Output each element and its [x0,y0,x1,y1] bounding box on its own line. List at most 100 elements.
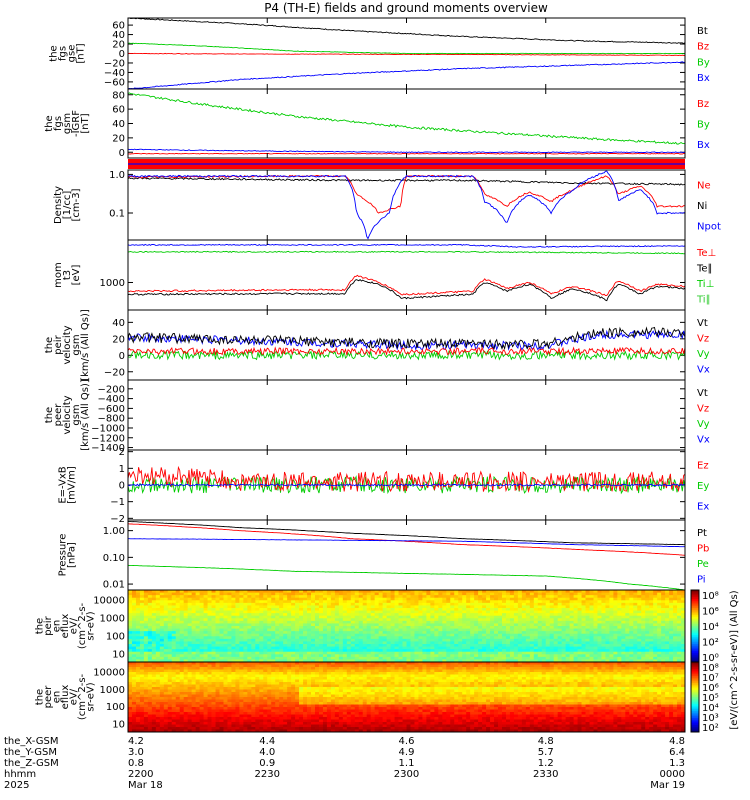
spectrogram-cell [263,628,268,632]
spectrogram-cell [569,620,574,624]
spectrogram-cell [322,636,328,640]
spectrogram-cell [314,602,320,606]
spectrogram-cell [231,689,236,693]
spectrogram-cell [533,633,539,637]
spectrogram-cell [171,682,177,685]
spectrogram-cell [681,638,686,642]
spectrogram-cell [669,615,674,619]
spectrogram-cell [215,602,220,606]
spectrogram-cell [171,592,177,596]
spectrogram-cell [637,618,642,622]
spectrogram-cell [227,672,232,675]
spectrogram-cell [370,615,376,619]
spectrogram-cell [466,602,471,606]
spectrogram-cell [382,608,388,611]
spectrogram-cell [597,628,602,632]
spectrogram-cell [171,687,177,690]
spectrogram-cell [561,631,567,635]
spectrogram-cell [239,649,244,653]
spectrogram-cell [537,608,543,611]
spectrogram-cell [171,602,177,606]
spectrogram-cell [151,692,157,695]
spectrogram-cell [414,636,419,640]
spectrogram-cell [159,712,165,715]
spectrogram-cell [342,633,348,637]
spectrogram-cell [167,707,173,710]
spectrogram-cell [474,638,479,642]
spectrogram-cell [263,623,268,627]
spectrogram-cell [342,595,348,599]
y-tick-label: 0 [119,49,125,60]
spectrogram-cell [458,651,463,655]
spectrogram-cell [601,649,606,653]
spectrogram-cell [159,656,165,660]
spectrogram-cell [346,597,352,601]
spectrogram-cell [661,636,666,640]
spectrogram-cell [211,597,216,601]
panel-frame [127,379,686,451]
spectrogram-cell [155,704,161,708]
spectrogram-cell [677,613,682,617]
spectrogram-cell [263,656,268,660]
spectrogram-cell [128,682,133,685]
spectrogram-cell [402,600,407,604]
spectrogram-cell [207,608,212,611]
spectrogram-cell [589,644,594,647]
spectrogram-cell [151,712,157,715]
spectrogram-cell [299,592,304,596]
spectrogram-cell [565,597,571,601]
spectrogram-cell [247,618,252,622]
spectrogram-cell [259,608,264,611]
spectrogram-cell [410,605,415,609]
spectrogram-cell [231,687,236,690]
spectrogram-cell [677,638,682,642]
spectrogram-cell [191,709,197,713]
spectrogram-cell [318,618,324,622]
spectrogram-cell [139,687,145,690]
spectrogram-cell [255,628,260,632]
spectrogram-cell [422,592,427,596]
spectrogram-cell [541,631,547,635]
spectrogram-cell [414,602,419,606]
spectrogram-cell [131,697,137,700]
series-line [127,475,686,495]
spectrogram-cell [426,626,431,629]
spectrogram-cell [517,654,523,658]
spectrogram-cell [414,628,419,632]
spectrogram-cell [573,636,578,640]
spectrogram-cell [573,659,578,663]
spectrogram-cell [350,641,356,645]
spectrogram-cell [677,605,682,609]
spectrogram-cell [211,592,216,596]
spectrogram-cell [589,659,594,663]
spectrogram-cell [291,608,296,611]
spectrogram-cell [625,613,630,617]
spectrogram-cell [517,595,523,599]
spectrogram-cell [175,636,181,640]
spectrogram-cell [482,602,487,606]
spectrogram-cell [402,605,407,609]
spectrogram-cell [271,590,276,593]
spectrogram-cell [167,727,173,730]
spectrogram-cell [350,597,356,601]
spectrogram-cell [183,613,189,617]
spectrogram-cell [629,651,634,655]
spectrogram-cell [203,654,208,658]
spectrogram-cell [207,682,212,685]
spectrogram-cell [577,613,582,617]
spectrogram-cell [665,644,670,647]
spectrogram-cell [171,649,177,653]
spectrogram-cell [649,628,654,632]
spectrogram-cell [561,615,567,619]
spectrogram-cell [621,605,626,609]
spectrogram-cell [307,615,312,619]
spectrogram-cell [275,651,280,655]
spectrogram-cell [179,662,185,665]
spectrogram-cell [629,626,634,629]
spectrogram-cell [553,636,559,640]
spectrogram-cell [466,618,471,622]
spectrogram-cell [569,595,574,599]
spectrogram-cell [139,712,145,715]
spectrogram-cell [143,684,149,688]
spectrogram-cell [533,654,539,658]
